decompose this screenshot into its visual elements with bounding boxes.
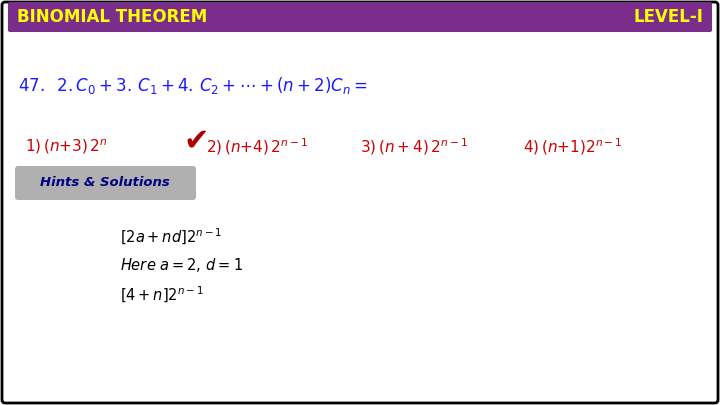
Text: Hints & Solutions: Hints & Solutions xyxy=(40,177,170,190)
FancyBboxPatch shape xyxy=(8,2,712,32)
Text: $[2a + nd]2^{n-1}$: $[2a + nd]2^{n-1}$ xyxy=(120,227,222,247)
FancyBboxPatch shape xyxy=(15,166,196,200)
Text: $3)\,(n + 4)\,2^{n-1}$: $3)\,(n + 4)\,2^{n-1}$ xyxy=(360,136,468,158)
Text: $2)\,(n{+}4)\,2^{n-1}$: $2)\,(n{+}4)\,2^{n-1}$ xyxy=(206,136,308,158)
Text: BINOMIAL THEOREM: BINOMIAL THEOREM xyxy=(17,8,207,26)
Text: $4)\,(n{+}1)2^{n-1}$: $4)\,(n{+}1)2^{n-1}$ xyxy=(523,136,623,158)
Text: $[4 + n]2^{n-1}$: $[4 + n]2^{n-1}$ xyxy=(120,285,204,305)
Text: ✔: ✔ xyxy=(183,126,209,156)
Text: LEVEL-I: LEVEL-I xyxy=(633,8,703,26)
Text: $47.\;\;2.C_0 + 3.\,C_1 + 4.\,C_2 + \cdots + (n + 2)C_n =$: $47.\;\;2.C_0 + 3.\,C_1 + 4.\,C_2 + \cdo… xyxy=(18,75,367,96)
Text: $Here\ a = 2,\,d = 1$: $Here\ a = 2,\,d = 1$ xyxy=(120,256,243,274)
Text: $1)\,(n{+}3)\,2^n$: $1)\,(n{+}3)\,2^n$ xyxy=(25,138,107,156)
